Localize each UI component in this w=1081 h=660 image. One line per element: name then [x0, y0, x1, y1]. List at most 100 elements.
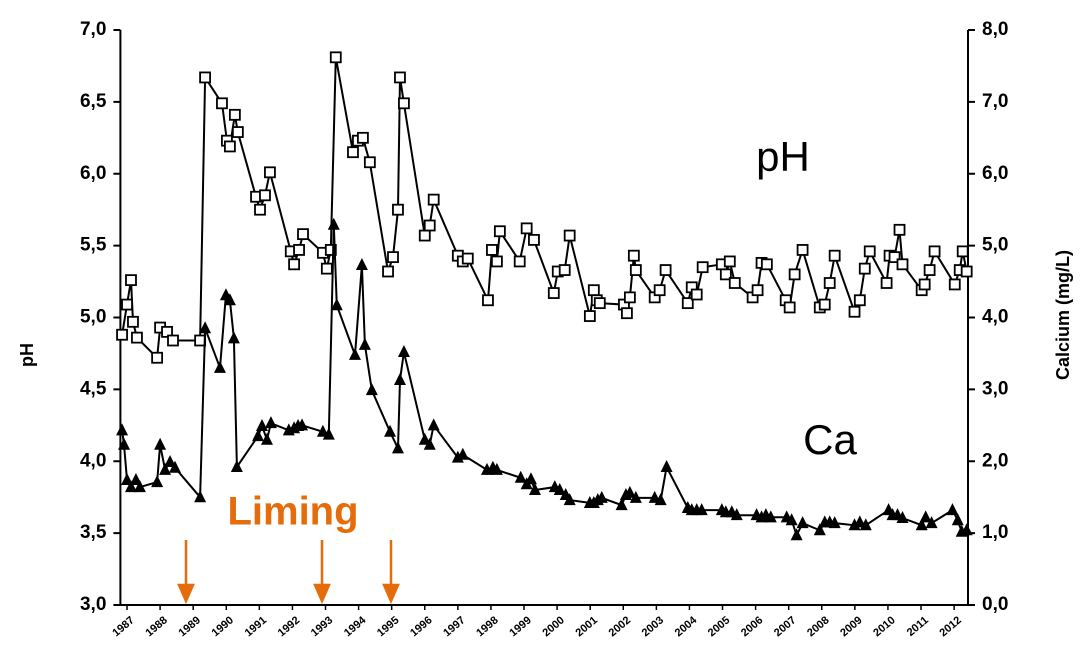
- point: [587, 284, 600, 297]
- point: [418, 229, 431, 242]
- point: [695, 503, 708, 516]
- point: [227, 331, 240, 344]
- point: [615, 498, 628, 511]
- point: [252, 429, 265, 442]
- point: [129, 472, 142, 485]
- point: [355, 258, 368, 271]
- point: [923, 264, 936, 276]
- point: [563, 493, 576, 506]
- point: [456, 447, 469, 460]
- point: [730, 508, 743, 521]
- point: [427, 418, 440, 431]
- point: [125, 274, 137, 287]
- point: [627, 249, 640, 262]
- point: [397, 345, 410, 357]
- point: [264, 166, 276, 179]
- point: [785, 513, 798, 526]
- point: [896, 511, 909, 524]
- x-tick-label: 2000: [540, 614, 566, 639]
- x-tick-label: 2006: [739, 614, 765, 639]
- point: [783, 301, 796, 314]
- x-tick-label: 2004: [673, 614, 700, 639]
- point: [696, 261, 709, 274]
- point: [168, 460, 181, 473]
- y-axis-label: pH: [17, 343, 37, 367]
- point: [528, 233, 540, 246]
- y-tick-label: 4,5: [80, 378, 107, 399]
- point: [513, 255, 526, 268]
- point: [960, 265, 973, 278]
- point: [563, 229, 576, 242]
- point: [297, 228, 309, 241]
- point: [348, 347, 361, 360]
- series-line: [121, 57, 968, 361]
- x-tick-label: 1989: [177, 614, 203, 639]
- x-tick-label: 2011: [905, 614, 931, 639]
- x-tick-label: 1996: [408, 614, 434, 639]
- y2-tick-label: 5,0: [982, 235, 1008, 256]
- y-tick-label: 6,5: [80, 91, 107, 112]
- point: [915, 518, 928, 531]
- point: [482, 294, 494, 307]
- x-tick-label: 2012: [937, 614, 963, 639]
- point: [760, 258, 773, 271]
- point: [259, 189, 271, 202]
- point: [593, 297, 606, 310]
- point: [796, 516, 809, 529]
- point: [124, 480, 137, 493]
- point: [264, 416, 277, 429]
- point: [629, 264, 642, 276]
- point: [493, 225, 506, 238]
- point: [828, 249, 841, 262]
- y-tick-label: 3,0: [80, 594, 106, 615]
- point: [194, 490, 207, 503]
- point: [925, 516, 938, 529]
- point: [951, 513, 964, 526]
- point: [553, 483, 566, 495]
- point: [320, 262, 333, 275]
- point: [788, 268, 801, 281]
- point: [719, 268, 732, 281]
- x-tick-label: 2008: [805, 614, 831, 639]
- point: [329, 51, 342, 64]
- y2-tick-label: 7,0: [982, 91, 1008, 112]
- x-tick-label: 2005: [706, 614, 732, 639]
- point: [654, 493, 667, 506]
- point: [324, 244, 337, 256]
- point: [764, 510, 777, 523]
- point: [948, 278, 961, 291]
- point: [151, 475, 164, 488]
- point: [960, 523, 973, 536]
- y-tick-label: 5,5: [80, 235, 107, 256]
- point: [818, 298, 831, 311]
- point: [956, 245, 969, 258]
- point: [365, 383, 378, 396]
- point: [918, 278, 931, 291]
- point: [623, 485, 636, 498]
- point: [796, 244, 809, 256]
- x-tick-label: 1992: [276, 614, 302, 639]
- point: [216, 97, 228, 110]
- x-tick-label: 1998: [474, 614, 500, 639]
- point: [461, 252, 474, 265]
- point: [151, 351, 164, 364]
- point: [231, 126, 244, 138]
- point: [558, 264, 571, 276]
- point: [621, 307, 633, 320]
- point: [629, 490, 642, 503]
- point: [853, 294, 866, 307]
- point: [863, 245, 876, 258]
- point: [790, 528, 803, 541]
- y-tick-label: 3,5: [80, 522, 107, 543]
- series-label: pH: [756, 133, 810, 180]
- point: [423, 219, 436, 232]
- point: [255, 419, 268, 432]
- y-tick-label: 7,0: [80, 19, 106, 40]
- point: [423, 437, 436, 450]
- point: [293, 244, 305, 256]
- y-tick-label: 4,0: [80, 450, 106, 471]
- point: [296, 418, 309, 431]
- point: [888, 251, 901, 264]
- y2-tick-label: 8,0: [982, 19, 1008, 40]
- point: [583, 310, 596, 322]
